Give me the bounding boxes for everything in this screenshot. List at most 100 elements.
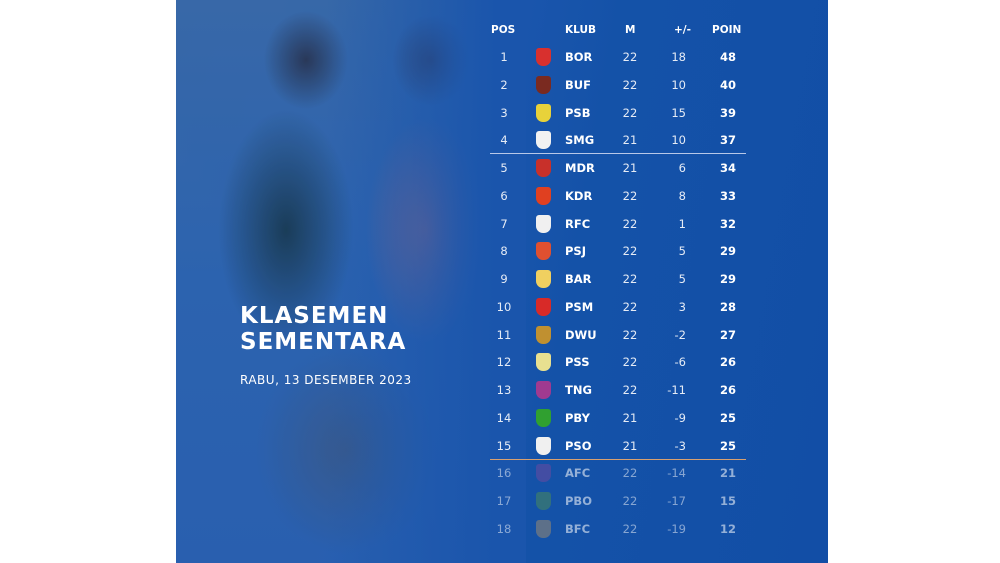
table-row: 17 PBO 22 -17 15 <box>476 491 776 513</box>
table-row: 2 BUF 22 10 40 <box>476 75 776 97</box>
club-name: PBO <box>565 494 592 508</box>
matches-played: 21 <box>622 410 638 425</box>
goal-difference: -14 <box>667 466 686 481</box>
club-name: SMG <box>565 133 595 148</box>
club-logo-icon <box>536 75 551 94</box>
points: 39 <box>719 105 736 120</box>
club-logo-icon <box>536 103 551 122</box>
matches-played: 22 <box>622 216 638 231</box>
points: 21 <box>719 466 736 481</box>
position: 10 <box>496 299 512 314</box>
points: 28 <box>719 299 736 314</box>
matches-played: 21 <box>622 133 638 148</box>
position: 9 <box>500 272 508 286</box>
table-row: 12 PSS 22 -6 26 <box>476 352 776 374</box>
matches-played: 22 <box>622 383 638 397</box>
club-logo-icon <box>536 131 551 150</box>
position: 16 <box>496 466 512 481</box>
goal-difference: -3 <box>674 438 686 453</box>
club-name: TNG <box>565 383 592 397</box>
club-name: MDR <box>565 161 595 175</box>
position: 3 <box>500 105 508 120</box>
points: 15 <box>719 494 736 508</box>
matches-played: 22 <box>622 105 638 120</box>
points: 25 <box>719 438 736 453</box>
points: 27 <box>719 327 736 342</box>
table-row: 7 RFC 22 1 32 <box>476 214 776 236</box>
table-row: 6 KDR 22 8 33 <box>476 186 776 208</box>
points: 37 <box>719 133 736 148</box>
photo-fade <box>326 0 526 563</box>
matches-played: 21 <box>622 161 638 175</box>
table-row: 1 BOR 22 18 48 <box>476 47 776 69</box>
goal-difference: -19 <box>667 521 686 536</box>
position: 17 <box>496 494 512 508</box>
points: 12 <box>719 521 736 536</box>
table-row: 18 BFC 22 -19 12 <box>476 519 776 541</box>
club-logo-icon <box>536 214 551 233</box>
position: 18 <box>496 521 512 536</box>
table-row: 3 PSB 22 15 39 <box>476 103 776 125</box>
table-row: 16 AFC 22 -14 21 <box>476 463 776 485</box>
club-name: PSB <box>565 105 591 120</box>
matches-played: 22 <box>622 466 638 481</box>
standings-graphic: KLASEMEN SEMENTARA RABU, 13 DESEMBER 202… <box>176 0 828 563</box>
points: 40 <box>719 77 736 92</box>
position: 7 <box>500 216 508 231</box>
points: 25 <box>719 410 736 425</box>
table-row: 10 PSM 22 3 28 <box>476 297 776 319</box>
matches-played: 22 <box>622 244 638 259</box>
header-pos: POS <box>491 24 516 36</box>
club-name: PBY <box>565 410 590 425</box>
matches-played: 22 <box>622 521 638 536</box>
matches-played: 22 <box>622 272 638 286</box>
points: 29 <box>719 244 736 259</box>
goal-difference: -6 <box>674 355 686 370</box>
table-row: 4 SMG 21 10 37 <box>476 130 776 152</box>
position: 11 <box>496 327 512 342</box>
club-logo-icon <box>536 492 551 510</box>
club-logo-icon <box>536 519 551 538</box>
club-name: BAR <box>565 272 592 286</box>
club-logo-icon <box>536 325 551 344</box>
club-logo-icon <box>536 297 551 316</box>
header-club: KLUB <box>565 24 596 36</box>
club-name: BOR <box>565 50 593 64</box>
matches-played: 22 <box>622 355 638 370</box>
table-row: 8 PSJ 22 5 29 <box>476 241 776 263</box>
title-line-2: SEMENTARA <box>240 329 407 355</box>
goal-difference: 10 <box>671 133 686 148</box>
club-name: AFC <box>565 466 591 481</box>
points: 29 <box>719 272 736 286</box>
matches-played: 22 <box>622 494 638 508</box>
club-logo-icon <box>536 381 551 399</box>
position: 4 <box>500 133 508 148</box>
club-logo-icon <box>536 436 551 455</box>
club-name: BUF <box>565 77 591 92</box>
club-name: PSS <box>565 355 590 370</box>
position: 13 <box>496 383 512 397</box>
matches-played: 22 <box>622 77 638 92</box>
club-name: KDR <box>565 188 593 203</box>
goal-difference: -11 <box>667 383 686 397</box>
club-name: RFC <box>565 216 591 231</box>
club-name: BFC <box>565 521 591 536</box>
position: 8 <box>500 244 508 259</box>
matches-played: 22 <box>622 299 638 314</box>
points: 34 <box>719 161 736 175</box>
relegation-divider <box>490 459 746 460</box>
position: 12 <box>496 355 512 370</box>
top-zone-divider <box>490 153 746 154</box>
goal-difference: 6 <box>678 161 686 175</box>
club-logo-icon <box>536 186 551 205</box>
goal-difference: 8 <box>678 188 686 203</box>
goal-difference: -2 <box>674 327 686 342</box>
table-row: 15 PSO 21 -3 25 <box>476 436 776 458</box>
title-line-1: KLASEMEN <box>240 303 389 329</box>
club-name: PSM <box>565 299 594 314</box>
goal-difference: 5 <box>678 244 686 259</box>
header-m: M <box>625 24 636 36</box>
club-name: PSO <box>565 438 592 453</box>
goal-difference: 3 <box>678 299 686 314</box>
position: 2 <box>500 77 508 92</box>
